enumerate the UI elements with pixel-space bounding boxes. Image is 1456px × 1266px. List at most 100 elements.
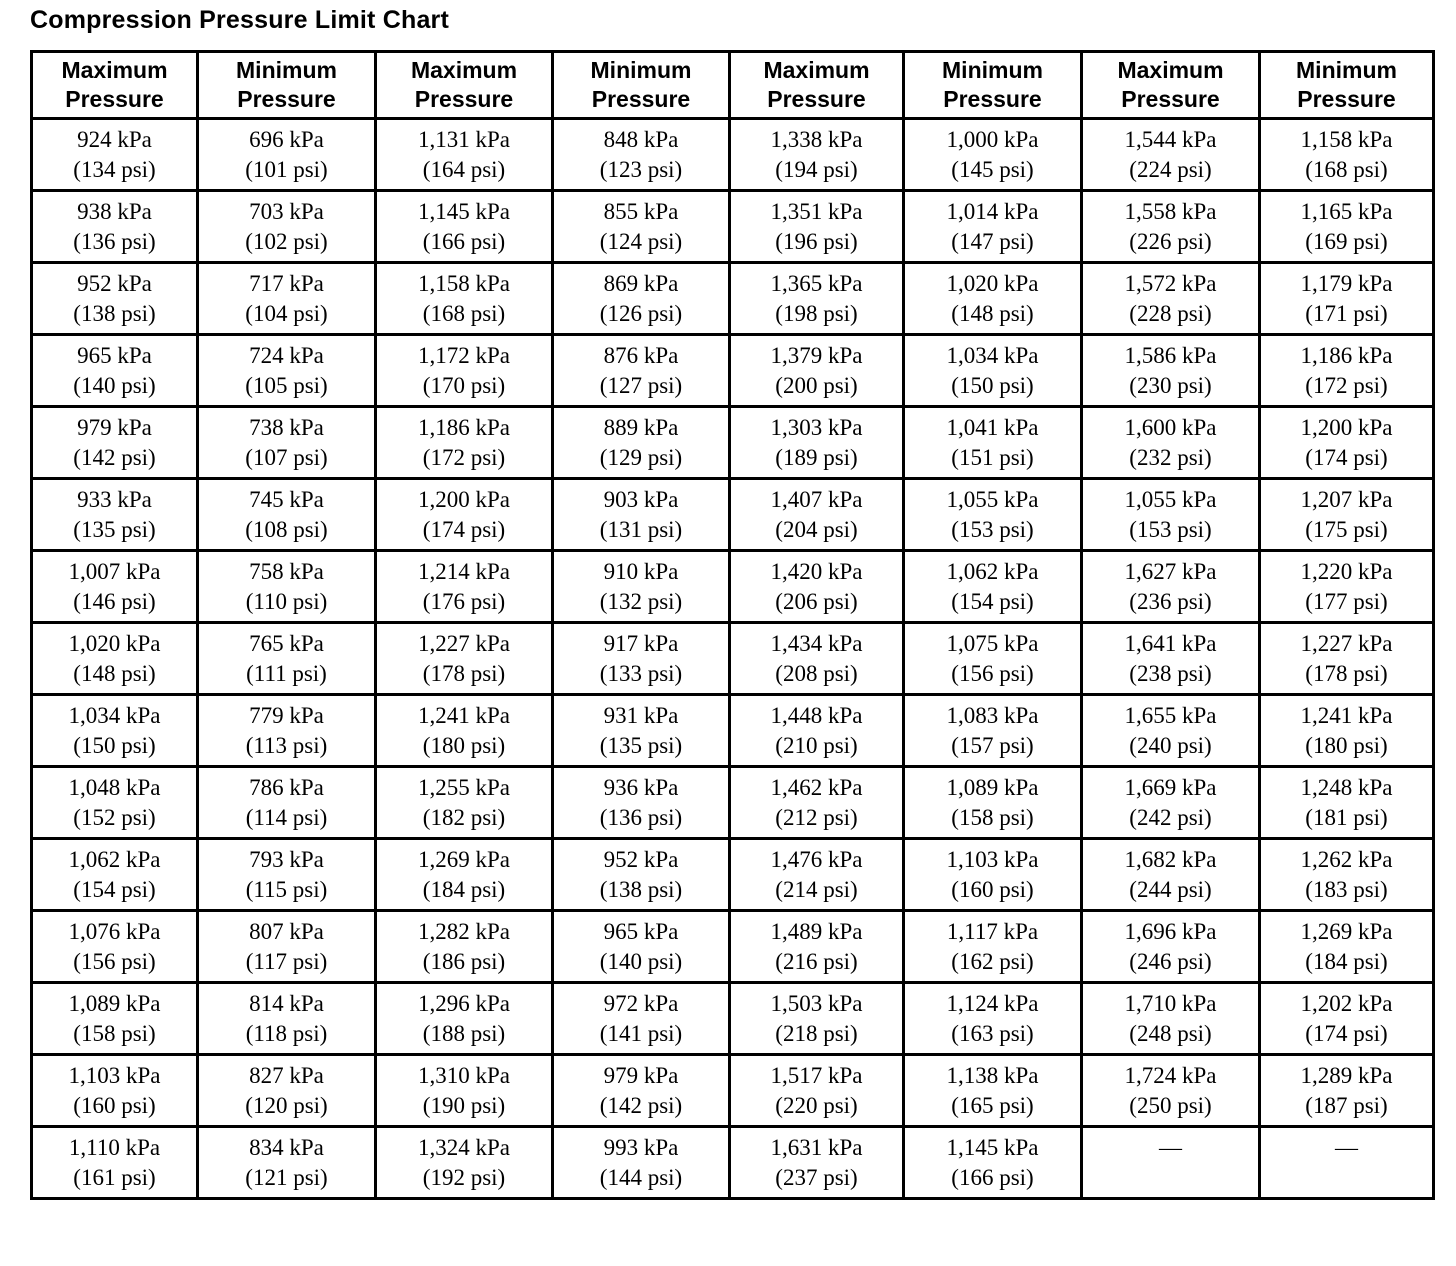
- psi-value: (171 psi): [1305, 300, 1388, 326]
- psi-value: (184 psi): [422, 876, 506, 902]
- pressure-cell: 738 kPa (107 psi): [196, 405, 377, 480]
- table-row: 1,034 kPa (150 psi) 779 kPa (113 psi) 1,241 …: [30, 693, 1435, 768]
- psi-value: (114 psi): [245, 804, 328, 830]
- column-header-3: Maximum Pressure: [374, 50, 554, 120]
- pressure-cell: 1,186 kPa (172 psi): [374, 405, 554, 480]
- kpa-value: 696 kPa: [249, 126, 324, 152]
- psi-value: (178 psi): [1305, 660, 1388, 686]
- pressure-cell: 1,103 kPa (160 psi): [902, 837, 1083, 912]
- pressure-cell: 1,476 kPa (214 psi): [728, 837, 905, 912]
- pressure-cell: 1,014 kPa (147 psi): [902, 189, 1083, 264]
- psi-value: (188 psi): [422, 1020, 506, 1046]
- psi-value: (212 psi): [775, 804, 858, 830]
- kpa-value: 1,186 kPa: [418, 414, 510, 440]
- psi-value: (157 psi): [951, 732, 1034, 758]
- psi-value: (110 psi): [245, 588, 328, 614]
- kpa-value: 1,476 kPa: [770, 846, 863, 872]
- header-line-1: Maximum: [1117, 56, 1224, 83]
- psi-value: (102 psi): [245, 228, 328, 254]
- pressure-cell: 1,324 kPa (192 psi): [374, 1125, 554, 1200]
- psi-value: (182 psi): [422, 804, 506, 830]
- psi-value: (169 psi): [1305, 228, 1388, 254]
- pressure-cell: 993 kPa (144 psi): [551, 1125, 731, 1200]
- psi-value: (120 psi): [245, 1092, 328, 1118]
- psi-value: (133 psi): [599, 660, 683, 686]
- kpa-value: 1,255 kPa: [418, 774, 510, 800]
- psi-value: (248 psi): [1129, 1020, 1212, 1046]
- kpa-value: 745 kPa: [249, 486, 324, 512]
- table-row: 1,020 kPa (148 psi) 765 kPa (111 psi) 1,227 …: [30, 621, 1435, 696]
- pressure-cell: 1,241 kPa (180 psi): [1258, 693, 1435, 768]
- psi-value: (250 psi): [1129, 1092, 1212, 1118]
- pressure-cell: 1,165 kPa (169 psi): [1258, 189, 1435, 264]
- psi-value: (146 psi): [73, 588, 156, 614]
- kpa-value: 1,014 kPa: [946, 198, 1039, 224]
- psi-value: (165 psi): [951, 1092, 1034, 1118]
- kpa-value: 972 kPa: [603, 990, 679, 1016]
- kpa-value: 1,145 kPa: [946, 1134, 1039, 1160]
- pressure-cell: 1,627 kPa (236 psi): [1080, 549, 1261, 624]
- psi-value: (168 psi): [422, 300, 506, 326]
- psi-value: (124 psi): [599, 228, 683, 254]
- header-line-2: Pressure: [1121, 86, 1220, 112]
- psi-value: (208 psi): [775, 660, 858, 686]
- column-header-5: Maximum Pressure: [728, 50, 905, 120]
- kpa-value: 1,434 kPa: [770, 630, 863, 656]
- pressure-cell: 924 kPa (134 psi): [30, 117, 199, 192]
- psi-value: (181 psi): [1305, 804, 1388, 830]
- table-row: 924 kPa (134 psi) 696 kPa (101 psi) 1,131 kP…: [30, 117, 1435, 192]
- psi-value: [1263, 1163, 1431, 1193]
- psi-value: (129 psi): [599, 444, 683, 470]
- pressure-cell: 1,682 kPa (244 psi): [1080, 837, 1261, 912]
- kpa-value: 1,089 kPa: [946, 774, 1039, 800]
- psi-value: (192 psi): [422, 1164, 506, 1190]
- psi-value: (148 psi): [951, 300, 1034, 326]
- pressure-cell: 1,586 kPa (230 psi): [1080, 333, 1261, 408]
- pressure-cell: 936 kPa (136 psi): [551, 765, 731, 840]
- psi-value: (236 psi): [1129, 588, 1212, 614]
- pressure-cell: 758 kPa (110 psi): [196, 549, 377, 624]
- header-line-2: Pressure: [591, 86, 691, 112]
- kpa-value: 952 kPa: [603, 846, 679, 872]
- kpa-value: 1,631 kPa: [770, 1134, 863, 1160]
- column-header-7: Maximum Pressure: [1080, 50, 1261, 120]
- pressure-cell: 696 kPa (101 psi): [196, 117, 377, 192]
- kpa-value: 1,517 kPa: [770, 1062, 863, 1088]
- pressure-cell: 1,241 kPa (180 psi): [374, 693, 554, 768]
- psi-value: (164 psi): [422, 156, 506, 182]
- psi-value: (198 psi): [775, 300, 858, 326]
- psi-value: (156 psi): [73, 948, 156, 974]
- table-row: 1,103 kPa (160 psi) 827 kPa (120 psi) 1,310 …: [30, 1053, 1435, 1128]
- psi-value: (151 psi): [951, 444, 1034, 470]
- psi-value: (115 psi): [245, 876, 328, 902]
- kpa-value: 1,055 kPa: [946, 486, 1039, 512]
- header-line-1: Minimum: [590, 56, 692, 83]
- kpa-value: 1,407 kPa: [770, 486, 863, 512]
- kpa-value: 1,669 kPa: [1124, 774, 1217, 800]
- kpa-value: 1,448 kPa: [770, 702, 863, 728]
- pressure-cell: 1,269 kPa (184 psi): [374, 837, 554, 912]
- header-line-2: Pressure: [767, 86, 866, 112]
- psi-value: (135 psi): [73, 516, 156, 542]
- table-row: 952 kPa (138 psi) 717 kPa (104 psi) 1,158 kP…: [30, 261, 1435, 336]
- pressure-cell: 1,269 kPa (184 psi): [1258, 909, 1435, 984]
- pressure-cell: 1,262 kPa (183 psi): [1258, 837, 1435, 912]
- table-row: 979 kPa (142 psi) 738 kPa (107 psi) 1,186 kP…: [30, 405, 1435, 480]
- kpa-value: 924 kPa: [77, 126, 152, 152]
- table-body: 924 kPa (134 psi) 696 kPa (101 psi) 1,131 kP…: [30, 117, 1435, 1200]
- pressure-cell: 1,289 kPa (187 psi): [1258, 1053, 1435, 1128]
- pressure-cell: 931 kPa (135 psi): [551, 693, 731, 768]
- header-line-1: Maximum: [763, 56, 870, 83]
- psi-value: (180 psi): [1305, 732, 1388, 758]
- pressure-cell: 703 kPa (102 psi): [196, 189, 377, 264]
- kpa-value: 1,158 kPa: [418, 270, 510, 296]
- kpa-value: 1,462 kPa: [770, 774, 863, 800]
- pressure-cell: 1,544 kPa (224 psi): [1080, 117, 1261, 192]
- kpa-value: 1,227 kPa: [1300, 630, 1393, 656]
- pressure-cell: 1,007 kPa (146 psi): [30, 549, 199, 624]
- kpa-value: 938 kPa: [77, 198, 152, 224]
- psi-value: (108 psi): [245, 516, 328, 542]
- kpa-value: 738 kPa: [249, 414, 324, 440]
- pressure-cell: 724 kPa (105 psi): [196, 333, 377, 408]
- kpa-value: 1,117 kPa: [946, 918, 1039, 944]
